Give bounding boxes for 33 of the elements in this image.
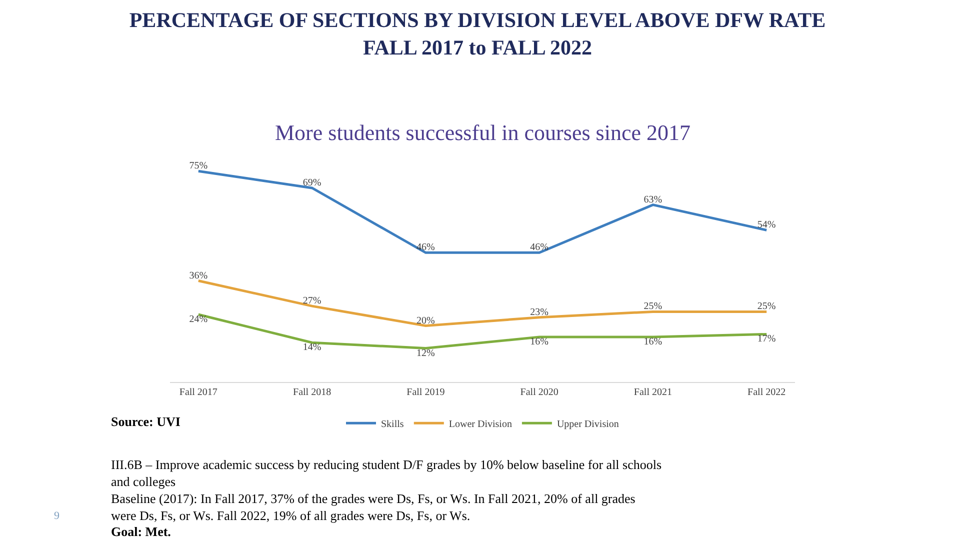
chart-subtitle: More students successful in courses since 2017 [275,120,690,145]
source-note: Source: UVI [111,414,180,429]
data-label: 20% [416,315,435,326]
x-tick-label: Fall 2022 [748,387,786,398]
data-label: 25% [644,301,662,312]
data-label: 27% [302,296,322,307]
legend-label: Upper Division [556,419,619,430]
data-label: 23% [530,306,548,318]
data-label: 14% [302,342,322,354]
x-tick-label: Fall 2017 [179,387,218,398]
chart-title: PERCENTAGE OF SECTIONS BY DIVISION LEVEL ABOVE DFW RATE FALL 2017 to FALL 2022 [129,8,826,60]
data-label: 54% [757,220,776,231]
x-tick-label: Fall 2021 [634,387,672,398]
data-label: 75% [189,160,208,172]
data-label: 36% [189,270,208,282]
data-label: 63% [644,194,662,206]
text: Baseline (2017): In Fall 2017, 37% of the grades were Ds, Fs, or Ws. In Fall 2021, 20% of all grades were Ds, Fs, or Ws. Fall 2022, 19% of all grades were Ds, Fs, or Ws. [111,491,636,523]
x-tick-label: Fall 2020 [520,387,558,398]
data-label: 25% [757,301,776,312]
legend-label: Lower Division [448,419,512,430]
x-tick-label: Fall 2019 [406,387,445,398]
x-tick-label: Fall 2018 [293,387,332,398]
data-label: 16% [644,336,662,348]
data-label: 12% [416,348,435,359]
data-label: 24% [189,314,208,326]
data-label: 16% [530,336,548,348]
data-label: 17% [757,334,776,345]
data-label: 69% [302,177,322,188]
text: Goal: Met. [111,524,171,539]
text: 9 [54,510,60,522]
data-label: 46% [530,242,548,254]
legend-label: Skills [381,419,404,430]
text: III.6B – Improve academic success by reducing student D/F grades by 10% below baseline for all schools and colleges [111,457,662,489]
